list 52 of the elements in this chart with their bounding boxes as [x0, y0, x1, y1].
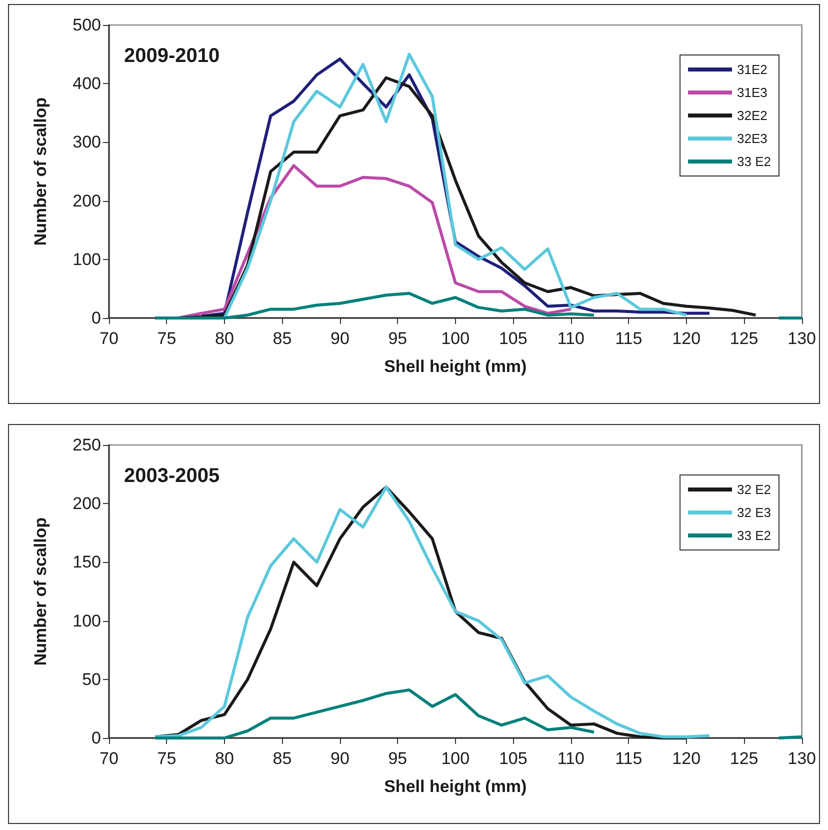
- y-tick-label: 150: [72, 552, 101, 572]
- x-tick-label: 85: [272, 749, 292, 768]
- x-tick-label: 100: [441, 329, 470, 348]
- x-tick-label: 70: [100, 329, 118, 348]
- legend-label: 32E3: [737, 131, 768, 146]
- x-tick-label: 125: [730, 749, 758, 768]
- legend-label: 32 E2: [737, 482, 772, 497]
- x-tick-label: 130: [788, 329, 816, 348]
- x-tick-label: 85: [272, 329, 292, 348]
- x-tick-label: 70: [100, 749, 118, 768]
- x-tick-label: 95: [388, 329, 408, 348]
- y-tick-label: 300: [72, 132, 101, 152]
- x-tick-label: 110: [557, 329, 584, 348]
- y-tick-label: 100: [72, 250, 101, 269]
- x-axis-title: Shell height (mm): [384, 777, 527, 796]
- y-axis-title: Number of scallop: [31, 97, 50, 246]
- y-tick-label: 50: [82, 670, 101, 689]
- x-tick-label: 95: [388, 749, 408, 768]
- text: 2009-2010: [124, 45, 220, 67]
- legend-label: 31E2: [737, 62, 768, 77]
- y-tick-label: 500: [72, 16, 101, 34]
- x-tick-label: 125: [730, 329, 758, 348]
- y-tick-label: 100: [72, 611, 101, 630]
- y-tick-label: 200: [72, 191, 101, 210]
- y-tick-label: 250: [72, 436, 101, 454]
- legend-label: 33 E2: [737, 154, 772, 169]
- x-axis-title: Shell height (mm): [384, 357, 527, 376]
- legend-label: 33 E2: [737, 528, 772, 543]
- x-tick-label: 115: [615, 749, 642, 768]
- x-tick-label: 105: [498, 329, 528, 348]
- text: 2003-2005: [124, 465, 220, 487]
- x-tick-label: 90: [330, 749, 350, 768]
- x-tick-label: 80: [215, 749, 234, 768]
- x-tick-label: 120: [672, 749, 701, 768]
- legend-label: 32E2: [737, 108, 768, 123]
- x-tick-label: 80: [215, 329, 234, 348]
- y-tick-label: 400: [72, 74, 101, 94]
- legend-label: 31E3: [737, 85, 768, 100]
- y-tick-label: 200: [72, 494, 101, 514]
- legend-label: 32 E3: [737, 505, 772, 520]
- x-tick-label: 90: [330, 329, 350, 348]
- x-tick-label: 75: [157, 749, 176, 768]
- y-axis-title: Number of scallop: [31, 517, 50, 666]
- y-tick-label: 0: [92, 728, 101, 748]
- x-tick-label: 100: [441, 749, 470, 768]
- x-tick-label: 130: [788, 749, 816, 768]
- x-tick-label: 110: [557, 749, 584, 768]
- x-tick-label: 115: [615, 329, 642, 348]
- x-tick-label: 105: [498, 749, 528, 768]
- y-tick-label: 0: [92, 308, 101, 328]
- x-tick-label: 120: [672, 329, 701, 348]
- x-tick-label: 75: [157, 329, 176, 348]
